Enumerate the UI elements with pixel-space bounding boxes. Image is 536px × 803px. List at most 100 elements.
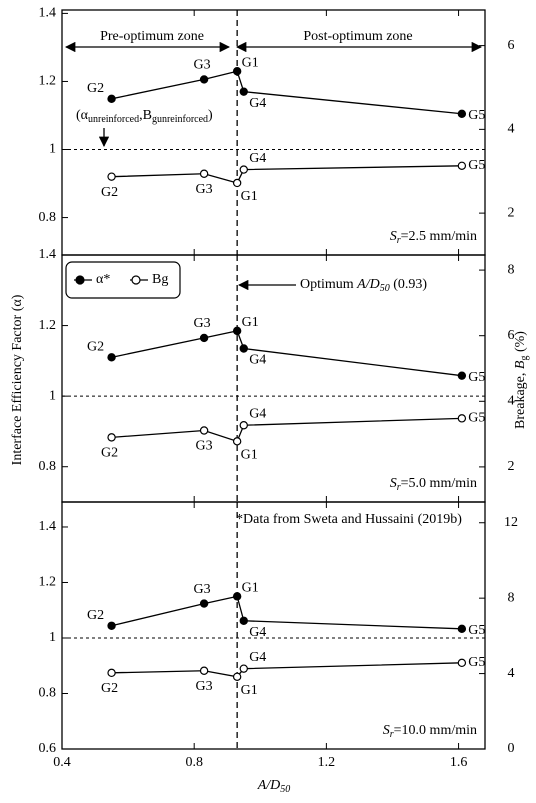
point-label: G3 — [196, 679, 213, 694]
y-tick-label: 1.2 — [39, 318, 57, 333]
data-point — [239, 87, 248, 96]
point-label: G4 — [249, 353, 266, 368]
y-tick-label: 1.2 — [39, 74, 57, 89]
point-label: G2 — [87, 340, 104, 355]
data-point — [232, 178, 242, 188]
data-point — [457, 414, 467, 423]
data-point — [199, 169, 209, 178]
point-label: G5 — [468, 655, 485, 670]
reference-label-part: (α — [76, 108, 89, 123]
y2-tick-label: 4 — [508, 122, 515, 137]
data-point — [107, 433, 116, 442]
x-axis-label-part: A/D — [257, 778, 281, 793]
y-tick-label: 1.4 — [39, 519, 57, 534]
point-label: G2 — [101, 681, 118, 696]
y2-tick-label: 12 — [504, 515, 518, 530]
optimum-label-part: 50 — [380, 283, 390, 294]
data-point — [199, 599, 209, 608]
legend-label: α* — [96, 272, 110, 287]
point-label: G2 — [101, 185, 118, 200]
x-tick-label: 1.6 — [450, 755, 468, 770]
point-label: G2 — [87, 81, 104, 96]
point-label: G5 — [468, 158, 485, 173]
series-line — [111, 70, 462, 115]
zone-label: Post-optimum zone — [303, 29, 412, 44]
point-label: G5 — [468, 411, 485, 426]
y2-tick-label: 2 — [508, 205, 515, 220]
condition-label-part: r — [397, 235, 401, 246]
series-line — [111, 662, 462, 678]
y-tick-label: 0.8 — [39, 686, 57, 701]
x-tick-label: 1.2 — [318, 755, 336, 770]
data-point — [232, 437, 242, 446]
y2-tick-label: 8 — [508, 262, 515, 277]
data-note: *Data from Sweta and Hussaini (2019b) — [236, 512, 462, 527]
point-label: G2 — [87, 608, 104, 623]
y-axis-label: Interface Efficiency Factor (α) — [10, 294, 25, 465]
point-label: G3 — [196, 439, 213, 454]
point-label: G4 — [249, 625, 266, 640]
condition-label-part: =10.0 mm/min — [394, 723, 477, 738]
point-label: G5 — [468, 108, 485, 123]
legend-marker — [75, 275, 85, 285]
data-point — [199, 75, 209, 84]
data-point — [107, 172, 116, 181]
data-point — [239, 344, 248, 353]
x-tick-label: 0.8 — [185, 755, 203, 770]
optimum-label-part: (0.93) — [390, 277, 428, 292]
point-label: G5 — [468, 623, 485, 638]
y-tick-label: 1.4 — [39, 247, 57, 262]
y2-tick-label: 0 — [508, 741, 515, 756]
legend-marker — [131, 275, 141, 285]
point-label: G3 — [196, 182, 213, 197]
legend-box — [65, 261, 181, 299]
point-label: G1 — [242, 55, 259, 70]
reference-label-part: gunreinforced — [152, 114, 208, 125]
y2-axis-label-part: Breakage, — [513, 369, 528, 429]
y2-tick-label: 8 — [508, 590, 515, 605]
y2-axis-label-part: g — [519, 356, 530, 361]
zone-label: Pre-optimum zone — [100, 29, 204, 44]
y-tick-label: 1 — [49, 630, 56, 645]
y2-axis-label-part: B — [513, 360, 528, 369]
legend-label: Bg — [152, 272, 168, 287]
y-tick-label: 1 — [49, 388, 56, 403]
optimum-label: Optimum A/D50 (0.93) — [300, 277, 427, 294]
data-point — [107, 353, 116, 362]
point-label: G1 — [242, 581, 259, 596]
condition-label-part: S — [390, 229, 397, 244]
condition-label-part: =5.0 mm/min — [401, 476, 477, 491]
data-point — [107, 621, 116, 630]
condition-label: Sr=2.5 mm/min — [390, 229, 477, 246]
y2-tick-label: 6 — [508, 328, 515, 343]
reference-label-part: ) — [208, 108, 213, 123]
plot-frame — [61, 501, 486, 750]
reference-label: (αunreinforced,Bgunreinforced) — [76, 108, 213, 125]
data-point — [457, 371, 467, 380]
data-point — [232, 67, 242, 76]
condition-label: Sr=5.0 mm/min — [390, 476, 477, 493]
y-tick-label: 1.4 — [39, 6, 57, 21]
point-label: G5 — [468, 370, 485, 385]
data-point — [239, 421, 248, 430]
optimum-label-part: Optimum — [300, 277, 357, 292]
condition-label-part: r — [397, 482, 401, 493]
reference-label-part: ,B — [139, 108, 152, 123]
point-label: G1 — [242, 315, 259, 330]
y2-tick-label: 4 — [508, 666, 515, 681]
condition-label-part: S — [383, 723, 390, 738]
condition-label-part: =2.5 mm/min — [401, 229, 477, 244]
data-point — [239, 165, 248, 174]
point-label: G4 — [249, 96, 266, 111]
point-label: G1 — [241, 189, 258, 204]
point-label: G3 — [194, 58, 211, 73]
data-point — [457, 658, 467, 668]
y-tick-label: 0.8 — [39, 459, 57, 474]
series-line — [111, 595, 462, 630]
point-label: G4 — [249, 650, 266, 665]
y-tick-label: 0.8 — [39, 210, 57, 225]
y2-tick-label: 2 — [508, 459, 515, 474]
data-point — [239, 616, 248, 625]
optimum-label-part: A/D — [356, 277, 380, 292]
